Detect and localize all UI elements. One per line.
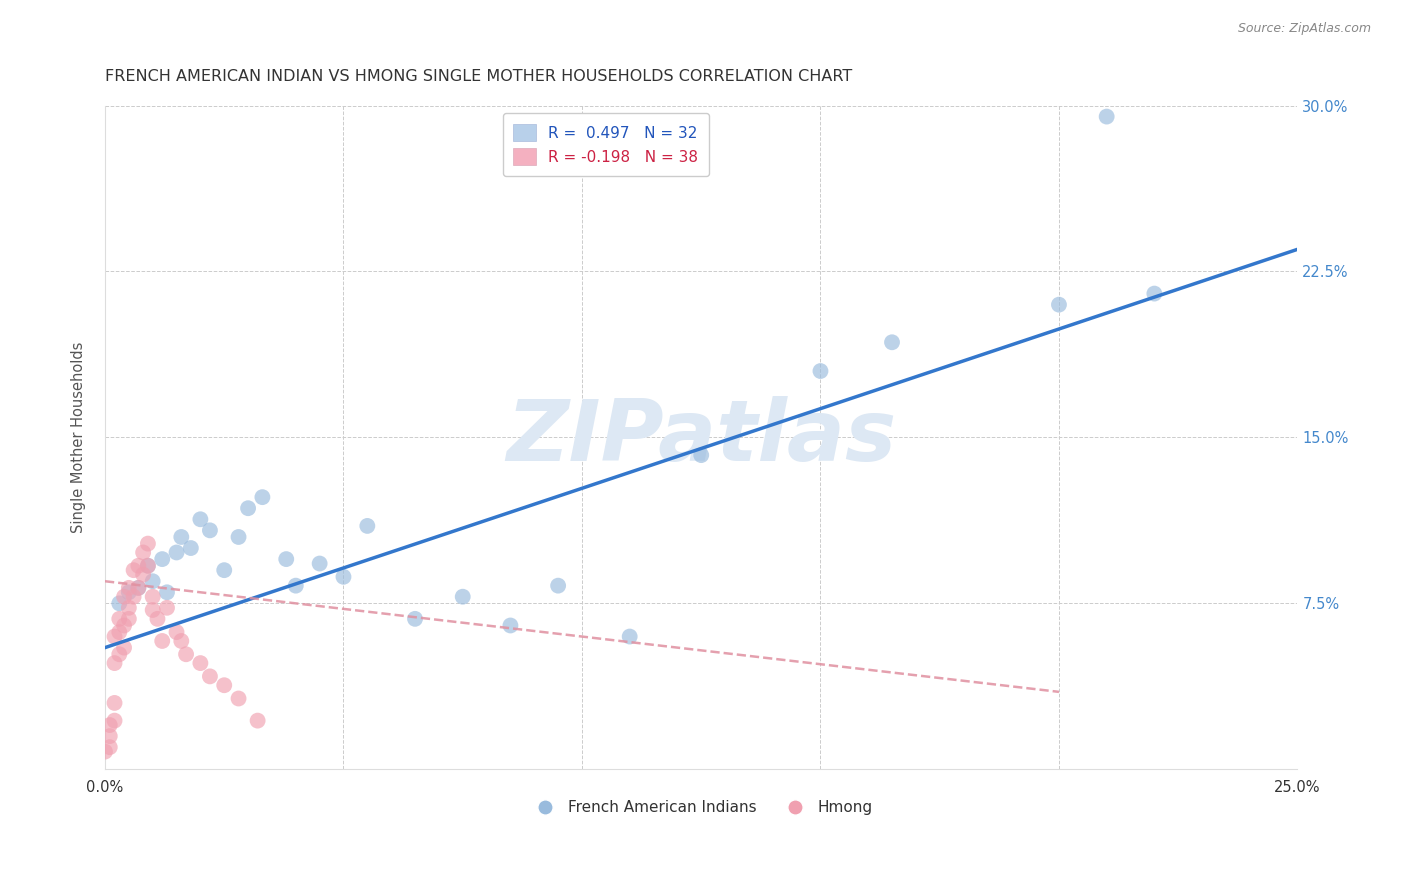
Point <box>118 585 141 599</box>
Point <box>1143 286 1166 301</box>
Point <box>103 696 125 710</box>
Point <box>156 585 179 599</box>
Point <box>198 524 221 538</box>
Point <box>180 541 202 555</box>
Text: FRENCH AMERICAN INDIAN VS HMONG SINGLE MOTHER HOUSEHOLDS CORRELATION CHART: FRENCH AMERICAN INDIAN VS HMONG SINGLE M… <box>105 69 852 84</box>
Point <box>103 714 125 728</box>
Point <box>252 490 274 504</box>
Point <box>146 612 169 626</box>
Point <box>132 567 155 582</box>
Point <box>190 512 212 526</box>
Point <box>94 745 117 759</box>
Point <box>122 563 145 577</box>
Point <box>122 590 145 604</box>
Point <box>212 563 235 577</box>
Point <box>174 647 197 661</box>
Point <box>1095 110 1118 124</box>
Point <box>690 448 713 462</box>
Point <box>246 714 269 728</box>
Point <box>284 579 307 593</box>
Point <box>451 590 474 604</box>
Point <box>236 501 259 516</box>
Point <box>103 656 125 670</box>
Point <box>132 545 155 559</box>
Point <box>98 729 121 743</box>
Point <box>142 590 165 604</box>
Text: Source: ZipAtlas.com: Source: ZipAtlas.com <box>1237 22 1371 36</box>
Point <box>212 678 235 692</box>
Point <box>112 590 135 604</box>
Point <box>142 574 165 589</box>
Point <box>190 656 212 670</box>
Point <box>108 625 131 640</box>
Point <box>98 718 121 732</box>
Point <box>332 570 354 584</box>
Point <box>98 740 121 755</box>
Point <box>166 545 188 559</box>
Point <box>156 600 179 615</box>
Point <box>228 530 250 544</box>
Point <box>136 536 159 550</box>
Point <box>308 557 330 571</box>
Point <box>880 335 903 350</box>
Point <box>108 612 131 626</box>
Point <box>118 581 141 595</box>
Point <box>356 519 378 533</box>
Point <box>198 669 221 683</box>
Point <box>276 552 298 566</box>
Point <box>103 630 125 644</box>
Point <box>404 612 426 626</box>
Point <box>118 612 141 626</box>
Point <box>150 634 173 648</box>
Point <box>499 618 522 632</box>
Point <box>228 691 250 706</box>
Point <box>619 630 641 644</box>
Text: ZIPatlas: ZIPatlas <box>506 396 897 479</box>
Legend: French American Indians, Hmong: French American Indians, Hmong <box>523 794 879 822</box>
Point <box>118 600 141 615</box>
Point <box>1047 298 1070 312</box>
Point <box>136 558 159 573</box>
Point <box>127 581 149 595</box>
Point <box>142 603 165 617</box>
Point <box>127 581 149 595</box>
Point <box>112 618 135 632</box>
Point <box>108 596 131 610</box>
Point <box>166 625 188 640</box>
Point <box>112 640 135 655</box>
Point <box>127 558 149 573</box>
Point <box>170 530 193 544</box>
Point <box>136 558 159 573</box>
Point <box>170 634 193 648</box>
Point <box>547 579 569 593</box>
Y-axis label: Single Mother Households: Single Mother Households <box>72 342 86 533</box>
Point <box>150 552 173 566</box>
Point <box>108 647 131 661</box>
Point <box>810 364 832 378</box>
